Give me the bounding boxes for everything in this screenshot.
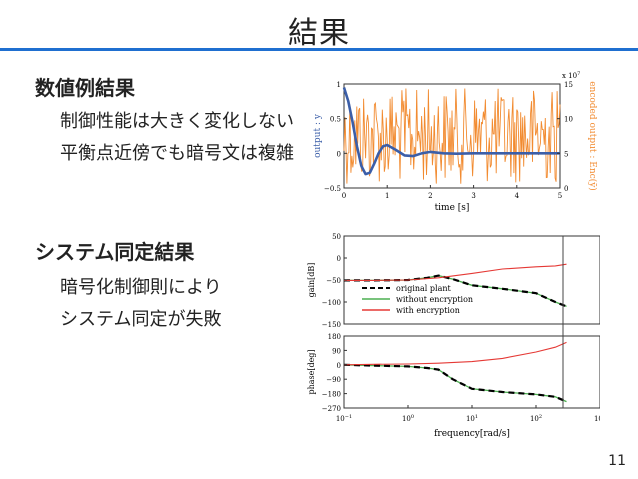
section1-body: 制御性能は大きく変化しない 平衡点近傍でも暗号文は複雑 bbox=[60, 106, 294, 170]
phase-tick-label: 180 bbox=[328, 333, 341, 341]
phase-tick-label: 0 bbox=[337, 362, 341, 370]
encoded-output-line bbox=[343, 88, 561, 184]
output-line bbox=[342, 87, 560, 176]
x-tick-label: 0 bbox=[342, 192, 346, 200]
x-tick-label: 100 bbox=[402, 414, 414, 423]
y-axis-label-left: output : y bbox=[313, 113, 323, 158]
legend-label-with: with encryption bbox=[396, 306, 460, 315]
y-axis-label-right: encoded output : Enc(ȳ) bbox=[587, 81, 598, 191]
legend-label-original: original plant bbox=[396, 284, 452, 293]
section1-heading: 数値例結果 bbox=[35, 76, 135, 100]
encoded-output-series bbox=[343, 88, 561, 184]
y-tick-label-right: 5 bbox=[564, 150, 568, 158]
gain-tick-label: −100 bbox=[322, 299, 341, 307]
original-plant-phase-line bbox=[343, 363, 567, 403]
x-tick-label: 3 bbox=[471, 192, 475, 200]
gain-tick-label: −150 bbox=[322, 321, 341, 329]
x-tick-label: 2 bbox=[428, 192, 432, 200]
legend-label-without: without encryption bbox=[396, 295, 473, 304]
page-number: 11 bbox=[608, 453, 626, 469]
y-tick-label-right: 15 bbox=[564, 81, 573, 89]
slide-title: 結果 bbox=[288, 16, 350, 51]
phase-axis-label: phase[deg] bbox=[307, 349, 316, 394]
y-tick-label-left: 0 bbox=[337, 150, 341, 158]
y-tick-label-right: 0 bbox=[564, 185, 568, 193]
gain-tick-label: 0 bbox=[337, 255, 341, 263]
x-axis-label: time [s] bbox=[435, 203, 470, 213]
phase-tick-label: −180 bbox=[322, 391, 341, 399]
gain-axis-label: gain[dB] bbox=[307, 263, 316, 298]
x-axis-label: frequency[rad/s] bbox=[434, 429, 510, 439]
gain-tick-label: 50 bbox=[332, 233, 341, 241]
phase-tick-label: 90 bbox=[332, 347, 341, 355]
bode-chart: 10−1 100 101 102 103 50 0 −50 −100 −150 180 90 0 −90 −… bbox=[307, 233, 600, 439]
phase-plot-area bbox=[343, 335, 600, 409]
x-tick-label: 4 bbox=[515, 192, 520, 200]
x-tick-label: 1 bbox=[385, 192, 389, 200]
phase-tick-label: −270 bbox=[322, 405, 341, 413]
section1-line: 平衡点近傍でも暗号文は複雑 bbox=[60, 143, 294, 164]
with-encryption-phase-line bbox=[343, 341, 567, 366]
legend: original plant without encryption with e… bbox=[362, 284, 473, 315]
phase-tick-label: −90 bbox=[326, 376, 341, 384]
y-tick-label-left: −0.5 bbox=[324, 185, 341, 193]
section2-line: システム同定が失敗 bbox=[60, 309, 222, 330]
x-tick-label: 101 bbox=[466, 414, 478, 423]
x-tick-label: 5 bbox=[558, 192, 562, 200]
section2-heading: システム同定結果 bbox=[35, 240, 195, 264]
with-encryption-gain-line bbox=[344, 263, 567, 281]
title-rule bbox=[0, 48, 638, 51]
output-series bbox=[342, 87, 560, 176]
y-tick-label-left: 0.5 bbox=[330, 116, 341, 124]
y-tick-label-right: 10 bbox=[564, 116, 573, 124]
without-encryption-phase-line bbox=[343, 364, 567, 403]
x-tick-label: 103 bbox=[594, 414, 600, 423]
gain-tick-label: −50 bbox=[326, 277, 341, 285]
right-axis-exponent: x 107 bbox=[562, 71, 580, 80]
section2-line: 暗号化制御則により bbox=[60, 277, 222, 298]
section2-body: 暗号化制御則により システム同定が失敗 bbox=[60, 272, 222, 336]
x-tick-label: 102 bbox=[530, 414, 542, 423]
y-tick-label-left: 1 bbox=[337, 81, 341, 89]
x-tick-label: 10−1 bbox=[336, 414, 352, 423]
section1-line: 制御性能は大きく変化しない bbox=[60, 111, 294, 132]
